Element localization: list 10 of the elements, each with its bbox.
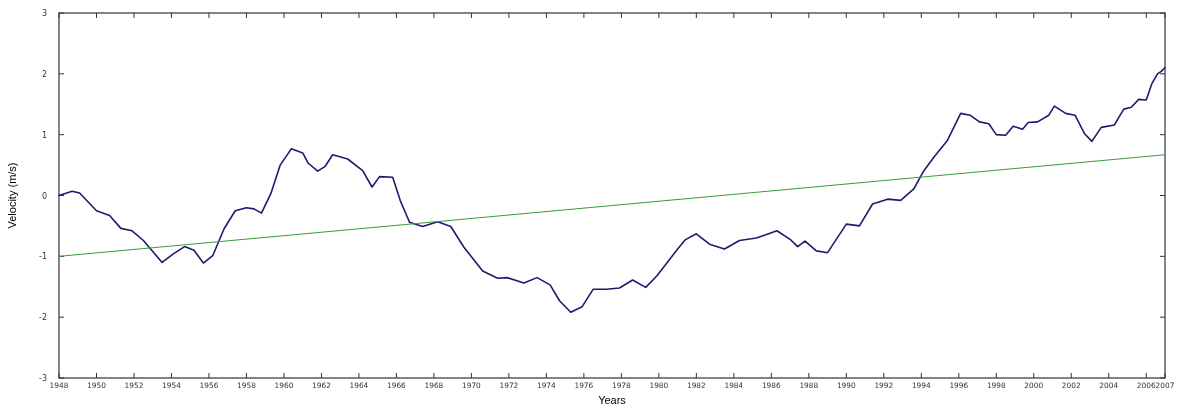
- y-axis-title: Velocity (m/s): [6, 162, 18, 229]
- y-tick-label: -2: [39, 313, 47, 323]
- line-series: [58, 66, 1166, 314]
- y-tick-label: 2: [41, 69, 47, 79]
- y-tick-label: -3: [39, 374, 47, 383]
- y-tick-label: 3: [41, 9, 47, 18]
- y-tick-label: -1: [39, 252, 47, 262]
- y-tick-label: 1: [41, 130, 47, 140]
- y-tick-label: 0: [41, 191, 47, 201]
- x-axis-title: Years: [598, 394, 627, 406]
